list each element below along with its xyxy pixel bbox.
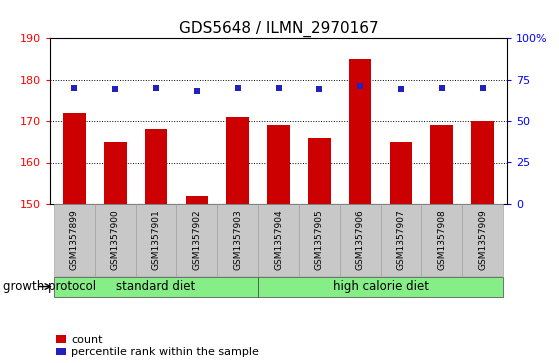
Point: [437, 85, 446, 91]
Text: GSM1357902: GSM1357902: [192, 210, 201, 270]
Title: GDS5648 / ILMN_2970167: GDS5648 / ILMN_2970167: [179, 20, 378, 37]
Text: GSM1357908: GSM1357908: [437, 209, 446, 270]
Text: GSM1357904: GSM1357904: [274, 210, 283, 270]
Bar: [471, 121, 494, 204]
Point: [70, 85, 79, 91]
Text: high calorie diet: high calorie diet: [333, 280, 429, 293]
Point: [315, 86, 324, 92]
Bar: [390, 142, 412, 204]
Bar: [54, 204, 95, 276]
Text: GSM1357907: GSM1357907: [396, 209, 405, 270]
Bar: [258, 204, 299, 276]
Text: GSM1357900: GSM1357900: [111, 209, 120, 270]
Point: [151, 85, 160, 91]
Bar: [349, 59, 371, 204]
Point: [233, 85, 242, 91]
Point: [396, 86, 405, 92]
Legend: count, percentile rank within the sample: count, percentile rank within the sample: [55, 335, 259, 358]
Text: GSM1357901: GSM1357901: [151, 209, 160, 270]
Bar: [430, 125, 453, 204]
Bar: [340, 204, 381, 276]
Text: GSM1357906: GSM1357906: [356, 209, 364, 270]
Point: [111, 86, 120, 92]
Bar: [177, 204, 217, 276]
Bar: [54, 277, 258, 297]
Bar: [95, 204, 136, 276]
Bar: [308, 138, 330, 204]
Bar: [145, 129, 167, 204]
Bar: [104, 142, 126, 204]
Bar: [226, 117, 249, 204]
Bar: [299, 204, 340, 276]
Text: growth protocol: growth protocol: [3, 280, 96, 293]
Bar: [381, 204, 421, 276]
Point: [274, 85, 283, 91]
Bar: [267, 125, 290, 204]
Point: [356, 83, 364, 89]
Bar: [421, 204, 462, 276]
Point: [478, 85, 487, 91]
Bar: [217, 204, 258, 276]
Bar: [258, 277, 503, 297]
Text: GSM1357909: GSM1357909: [478, 209, 487, 270]
Point: [192, 88, 201, 94]
Text: GSM1357905: GSM1357905: [315, 209, 324, 270]
Text: GSM1357899: GSM1357899: [70, 209, 79, 270]
Bar: [186, 196, 208, 204]
Text: GSM1357903: GSM1357903: [233, 209, 242, 270]
Bar: [462, 204, 503, 276]
Text: standard diet: standard diet: [116, 280, 196, 293]
Bar: [136, 204, 177, 276]
Bar: [63, 113, 86, 204]
